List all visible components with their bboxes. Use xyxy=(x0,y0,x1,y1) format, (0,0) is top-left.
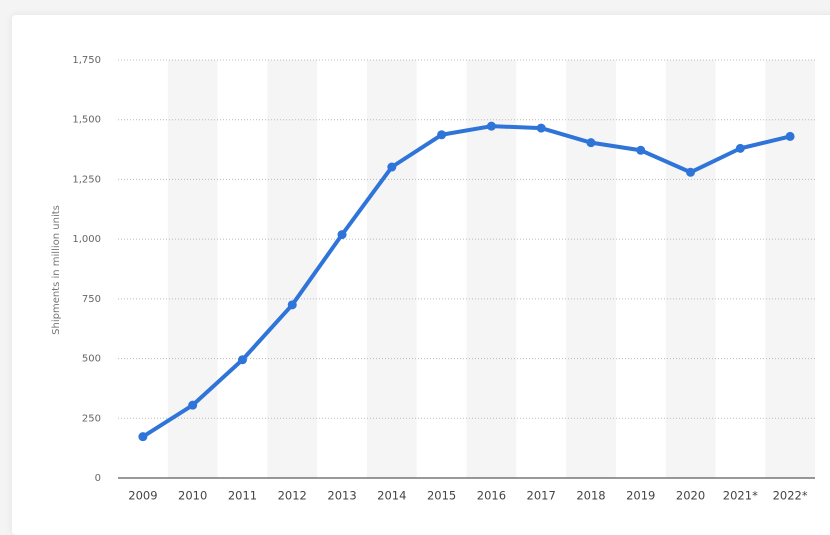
point xyxy=(586,138,596,148)
x-tick-label: 2012 xyxy=(278,489,307,503)
point xyxy=(138,432,148,442)
x-tick-label: 2016 xyxy=(477,489,506,503)
x-tick-label: 2014 xyxy=(377,489,406,503)
band xyxy=(267,60,318,478)
x-tick-label: 2010 xyxy=(178,489,207,503)
y-tick-label: 1,000 xyxy=(72,234,101,245)
x-tick-label: 2011 xyxy=(228,489,257,503)
point xyxy=(287,300,297,310)
point xyxy=(536,123,546,133)
y-tick-label: 1,500 xyxy=(72,115,101,126)
y-tick-label: 1,750 xyxy=(72,55,101,66)
x-tick-label: 2021* xyxy=(723,489,758,503)
point xyxy=(237,355,247,365)
x-tick-label: 2018 xyxy=(576,489,605,503)
point xyxy=(337,230,347,240)
band xyxy=(366,60,417,478)
point xyxy=(188,400,198,410)
page: Shipments in million units 0 250 500 750 1,0… xyxy=(12,15,830,535)
y-tick-label: 250 xyxy=(82,413,101,424)
point xyxy=(486,121,496,131)
x-tick-label: 2019 xyxy=(626,489,655,503)
chart: Shipments in million units 0 250 500 750 1,0… xyxy=(51,55,815,503)
point xyxy=(636,145,646,155)
line xyxy=(141,124,791,439)
x-tick-label: 2009 xyxy=(128,489,157,503)
band xyxy=(665,60,716,478)
point xyxy=(387,162,397,172)
point xyxy=(785,131,795,141)
band xyxy=(566,60,616,478)
point xyxy=(686,167,696,177)
y-tick-label: 500 xyxy=(82,354,101,365)
x-tick-label: 2015 xyxy=(427,489,456,503)
y-tick-label: 750 xyxy=(82,294,101,305)
point xyxy=(735,143,745,153)
y-tick-label: 1,250 xyxy=(72,174,101,185)
y-tick-label: 0 xyxy=(95,473,101,484)
x-tick-label: 2022* xyxy=(773,489,808,503)
x-tick-label: 2013 xyxy=(327,489,356,503)
band xyxy=(765,60,815,478)
x-tick-label: 2017 xyxy=(527,489,556,503)
point xyxy=(437,130,447,140)
x-tick-label: 2020 xyxy=(676,489,705,503)
y-axis-label: Shipments in million units xyxy=(51,205,62,335)
